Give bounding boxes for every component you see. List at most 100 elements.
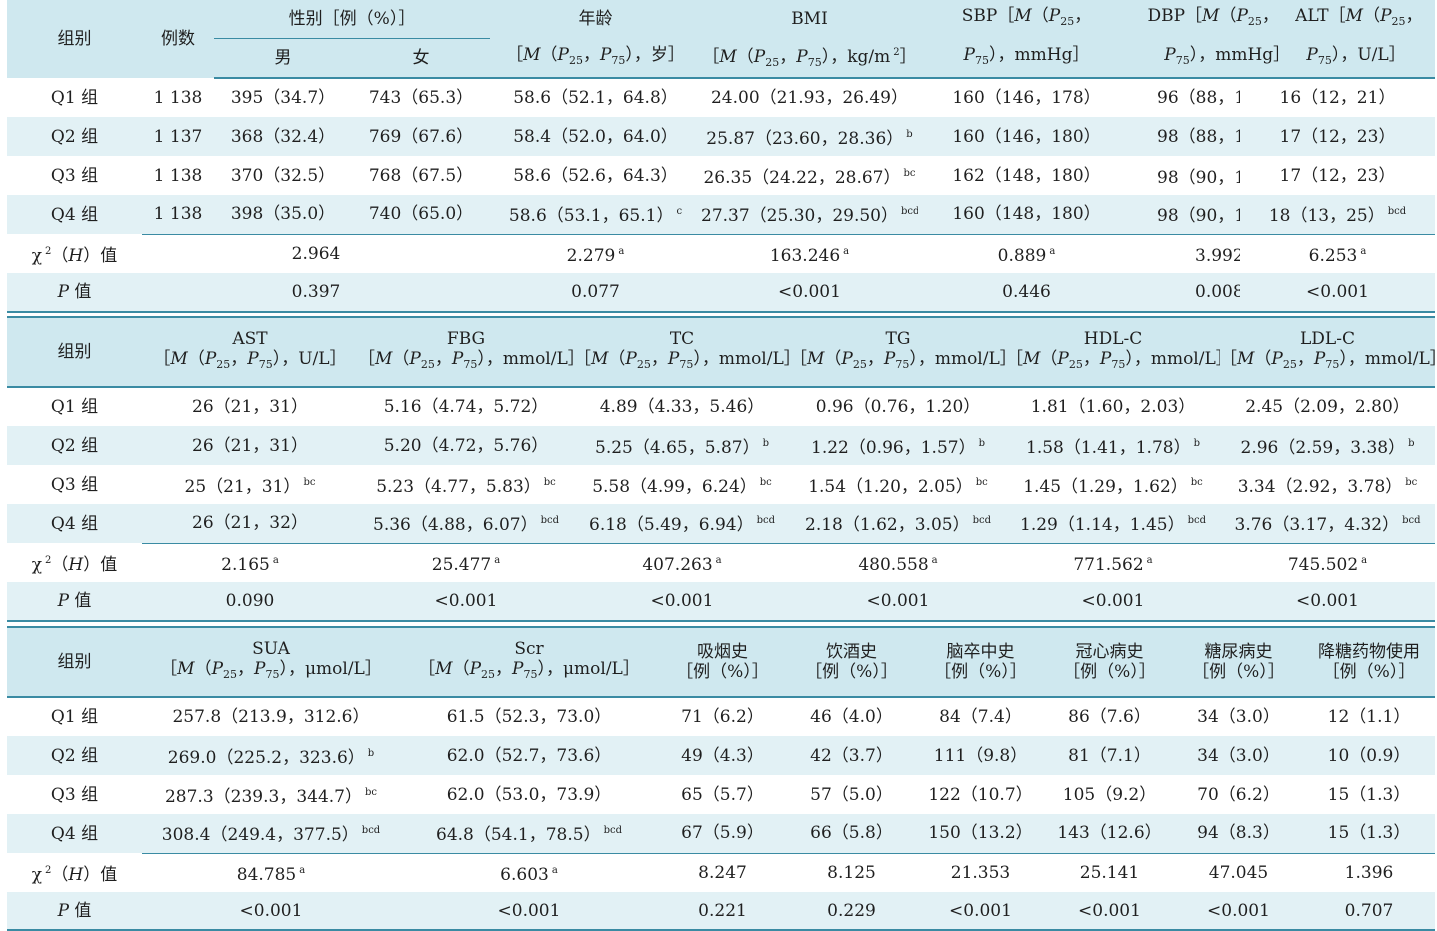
cell-p-alt: <0.001 — [1240, 273, 1435, 313]
cell-fbg: 5.16（4.74，5.72） — [358, 386, 574, 426]
header-dbp-alt: DBP［M（P25， ALT［M（P25， — [1135, 0, 1435, 38]
cell-p-sua: <0.001 — [142, 892, 400, 931]
table-row: Q4 组 308.4（249.4，377.5） bcd 64.8（54.1，78.5）… — [7, 814, 1435, 853]
cell-p-dbp: 0.008 — [1135, 273, 1240, 313]
cell-tg: 1.22（0.96，1.57） b — [790, 426, 1006, 465]
header-group: 组别 — [7, 0, 142, 78]
cell-chd: 86（7.6） — [1045, 696, 1174, 736]
header-bmi-unit: ［M（P25，P75），kg/m 2］ — [701, 38, 918, 79]
cell-drink: 66（5.8） — [787, 814, 916, 853]
cell-smoke: 65（5.7） — [658, 775, 787, 814]
cell-p-stroke: <0.001 — [916, 892, 1045, 931]
header-scr: Scr ［M（P25，P75），μmol/L］ — [400, 626, 658, 697]
cell-count: 1 138 — [142, 78, 214, 117]
cell-p-ldl: <0.001 — [1220, 582, 1435, 622]
cell-alt: 16（12，21） — [1240, 78, 1435, 117]
cell-chi-age: 2.279 a — [490, 233, 701, 273]
cell-bmi: 27.37（25.30，29.50） bcd — [701, 195, 918, 234]
cell-chi-drink: 8.125 — [787, 852, 916, 892]
cell-p-tg: <0.001 — [790, 582, 1006, 622]
header-male: 男 — [214, 38, 352, 79]
cell-smoke: 49（4.3） — [658, 736, 787, 775]
cell-hdl: 1.29（1.14，1.45） bcd — [1006, 504, 1220, 543]
cell-male: 370（32.5） — [214, 156, 352, 195]
cell-fbg: 5.36（4.88，6.07） bcd — [358, 504, 574, 543]
cell-scr: 62.0（53.0，73.9） — [400, 775, 658, 814]
cell-tc: 5.25（4.65，5.87） b — [574, 426, 790, 465]
cell-female: 743（65.3） — [352, 78, 490, 117]
cell-sbp: 162（148，180） — [918, 156, 1135, 195]
row-group-label: Q2 组 — [7, 426, 142, 465]
header-sua: SUA ［M（P25，P75），μmol/L］ — [142, 626, 400, 697]
cell-ldl: 2.45（2.09，2.80） — [1220, 386, 1435, 426]
row-group-label: Q3 组 — [7, 465, 142, 504]
cell-dm: 94（8.3） — [1174, 814, 1303, 853]
cell-chi-smoke: 8.247 — [658, 852, 787, 892]
cell-drink: 42（3.7） — [787, 736, 916, 775]
cell-drug: 15（1.3） — [1303, 814, 1435, 853]
cell-tg: 0.96（0.76，1.20） — [790, 386, 1006, 426]
cell-age: 58.6（52.1，64.8） — [490, 78, 701, 117]
cell-chi-drug: 1.396 — [1303, 852, 1435, 892]
cell-p-fbg: <0.001 — [358, 582, 574, 622]
cell-chi-fbg: 25.477 a — [358, 542, 574, 582]
cell-male: 395（34.7） — [214, 78, 352, 117]
row-group-label: Q4 组 — [7, 195, 142, 234]
cell-chd: 105（9.2） — [1045, 775, 1174, 814]
p-value-label: P 值 — [7, 892, 142, 931]
table-row: P 值 <0.001 <0.001 0.221 0.229 <0.001 <0.001 <0.… — [7, 892, 1435, 931]
cell-bmi: 26.35（24.22，28.67） bc — [701, 156, 918, 195]
chi-square-label: χ 2（H）值 — [7, 853, 142, 892]
cell-chi-sua: 84.785 a — [142, 852, 400, 892]
cell-sbp: 160（146，180） — [918, 117, 1135, 156]
cell-p-dm: <0.001 — [1174, 892, 1303, 931]
header-hdl: HDL-C［M（P25，P75），mmol/L］ — [1006, 316, 1220, 387]
table-row: χ 2（H）值 2.165 a 25.477 a 407.263 a 480.558 a 771.5… — [7, 542, 1435, 582]
cell-tg: 2.18（1.62，3.05） bcd — [790, 504, 1006, 543]
cell-ast: 26（21，32） — [142, 504, 358, 543]
cell-ast: 25（21，31） bc — [142, 465, 358, 504]
cell-chi-scr: 6.603 a — [400, 852, 658, 892]
cell-chd: 81（7.1） — [1045, 736, 1174, 775]
table-row: χ 2（H）值 84.785 a 6.603 a 8.247 8.125 21.353 25.14… — [7, 852, 1435, 892]
table-row: Q2 组 26（21，31） 5.20（4.72，5.76） 5.25（4.65，5.… — [7, 426, 1435, 465]
cell-ast: 26（21，31） — [142, 386, 358, 426]
table-row: Q3 组 287.3（239.3，344.7） bc 62.0（53.0，73.9） 6… — [7, 775, 1435, 814]
cell-p-ast: 0.090 — [142, 582, 358, 622]
p-value-label: P 值 — [7, 582, 142, 622]
cell-dbp: 98（88，104） — [1135, 117, 1240, 156]
header-drug: 降糖药物使用 ［例（%）］ — [1303, 626, 1435, 697]
cell-female: 768（67.5） — [352, 156, 490, 195]
cell-chi-sex: 2.964 — [142, 233, 490, 273]
cell-drink: 57（5.0） — [787, 775, 916, 814]
cell-hdl: 1.81（1.60，2.03） — [1006, 386, 1220, 426]
cell-chi-ast: 2.165 a — [142, 542, 358, 582]
cell-alt: 17（12，23） — [1240, 117, 1435, 156]
cell-ldl: 2.96（2.59，3.38） b — [1220, 426, 1435, 465]
cell-alt: 18（13，25） bcd — [1240, 195, 1435, 234]
header-tg: TG［M（P25，P75），mmol/L］ — [790, 316, 1006, 387]
cell-ldl: 3.76（3.17，4.32） bcd — [1220, 504, 1435, 543]
table-row: P 值 0.090 <0.001 <0.001 <0.001 <0.001 <0.001 — [7, 582, 1435, 622]
cell-smoke: 71（6.2） — [658, 696, 787, 736]
table-biochemistry: 组别 AST ［M（P25，P75），U/L］ FBG ［M（P25，P75），mm… — [7, 316, 1435, 622]
cell-p-hdl: <0.001 — [1006, 582, 1220, 622]
cell-chi-tg: 480.558 a — [790, 542, 1006, 582]
row-group-label: Q4 组 — [7, 814, 142, 853]
cell-male: 398（35.0） — [214, 195, 352, 234]
header-dbp-alt-unit: P75），mmHg］ P75），U/L］ — [1135, 38, 1435, 79]
cell-dm: 34（3.0） — [1174, 736, 1303, 775]
cell-female: 769（67.6） — [352, 117, 490, 156]
header-dm: 糖尿病史 ［例（%）］ — [1174, 626, 1303, 697]
cell-chi-chd: 25.141 — [1045, 852, 1174, 892]
cell-female: 740（65.0） — [352, 195, 490, 234]
header-fbg: FBG［M（P25，P75），mmol/L］ — [358, 316, 574, 387]
cell-scr: 64.8（54.1，78.5） bcd — [400, 814, 658, 853]
cell-sbp: 160（148，180） — [918, 195, 1135, 234]
cell-drink: 46（4.0） — [787, 696, 916, 736]
cell-sbp: 160（146，178） — [918, 78, 1135, 117]
cell-chi-sbp: 0.889 a — [918, 233, 1135, 273]
table-demographics: 组别 例数 性别［例（%）］ 年龄 BMI SBP［M（P25， DBP［M（P… — [7, 0, 1435, 313]
cell-tc: 6.18（5.49，6.94） bcd — [574, 504, 790, 543]
cell-sua: 257.8（213.9，312.6） — [142, 696, 400, 736]
